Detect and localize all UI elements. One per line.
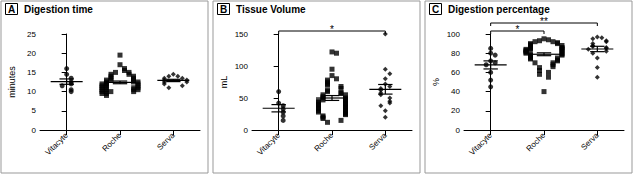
- svg-text:100: 100: [235, 62, 249, 71]
- svg-text:Serva: Serva: [367, 130, 389, 152]
- svg-text:*: *: [515, 24, 519, 35]
- svg-text:Digestion time: Digestion time: [24, 4, 93, 15]
- svg-text:Tissue Volume: Tissue Volume: [236, 4, 306, 15]
- svg-text:B: B: [220, 4, 227, 15]
- svg-text:Serva: Serva: [155, 130, 177, 152]
- svg-text:C: C: [432, 4, 439, 15]
- svg-text:Roche: Roche: [312, 130, 335, 153]
- svg-text:100: 100: [447, 30, 461, 39]
- svg-text:60: 60: [451, 68, 460, 77]
- svg-text:15: 15: [27, 68, 36, 77]
- svg-text:0: 0: [244, 126, 249, 135]
- svg-text:0: 0: [32, 126, 37, 135]
- svg-text:Vitacyte: Vitacyte: [43, 130, 70, 157]
- svg-text:25: 25: [27, 30, 36, 39]
- svg-text:0: 0: [456, 126, 461, 135]
- svg-text:*: *: [330, 24, 334, 35]
- svg-text:Serva: Serva: [579, 130, 601, 152]
- svg-text:Digestion percentage: Digestion percentage: [448, 4, 550, 15]
- svg-text:%: %: [431, 78, 441, 86]
- svg-text:**: **: [540, 16, 548, 27]
- svg-text:minutes: minutes: [7, 66, 17, 98]
- svg-text:40: 40: [451, 87, 460, 96]
- svg-text:mL: mL: [219, 76, 229, 89]
- svg-text:Roche: Roche: [100, 130, 123, 153]
- svg-text:50: 50: [239, 94, 248, 103]
- svg-text:150: 150: [235, 30, 249, 39]
- svg-text:20: 20: [27, 49, 36, 58]
- svg-text:10: 10: [27, 87, 36, 96]
- svg-text:Vitacyte: Vitacyte: [467, 130, 494, 157]
- svg-text:20: 20: [451, 106, 460, 115]
- svg-text:80: 80: [451, 49, 460, 58]
- svg-text:A: A: [8, 4, 15, 15]
- svg-text:5: 5: [32, 106, 37, 115]
- svg-text:Vitacyte: Vitacyte: [255, 130, 282, 157]
- svg-text:Roche: Roche: [524, 130, 547, 153]
